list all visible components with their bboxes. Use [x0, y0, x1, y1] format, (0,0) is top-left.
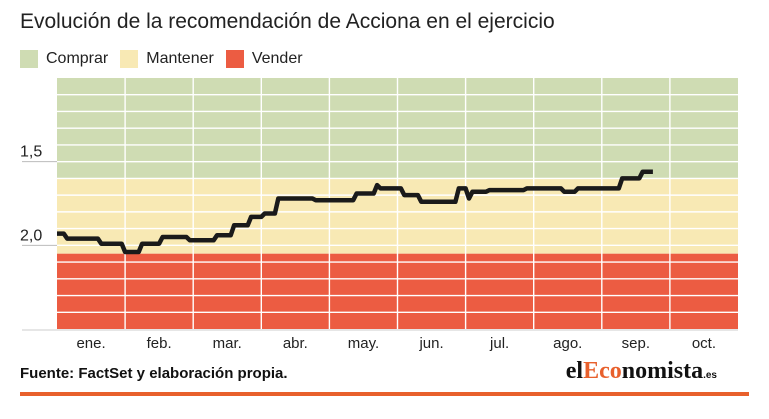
legend-label-comprar: Comprar: [46, 50, 109, 67]
legend-label-mantener: Mantener: [146, 50, 214, 67]
legend-item-comprar: Comprar: [20, 50, 108, 68]
brand-tld: .es: [703, 370, 717, 381]
bottom-accent-bar: [20, 392, 749, 396]
series-line: [57, 169, 653, 255]
legend-swatch-comprar: [20, 50, 38, 68]
legend-swatch-vender: [225, 50, 244, 68]
brand-accent: Eco: [583, 358, 622, 384]
x-tick-label: ago.: [553, 335, 582, 352]
x-tick-label: jun.: [418, 335, 443, 352]
x-tick-label: abr.: [283, 335, 308, 352]
y-tick-label: 1,5: [20, 144, 42, 161]
x-tick-label: feb.: [147, 335, 172, 352]
brand-logo: elEconomista.es: [566, 358, 717, 385]
y-tick-label: 2,0: [20, 227, 42, 244]
x-tick-label: mar.: [213, 335, 242, 352]
legend-swatch-mantener: [120, 50, 139, 68]
x-tick-label: jul.: [489, 335, 509, 352]
x-tick-label: sep.: [622, 335, 650, 352]
legend-item-mantener: Mantener: [120, 50, 214, 68]
legend-item-vender: Vender: [225, 50, 303, 68]
x-tick-label: ene.: [76, 335, 105, 352]
chart-legend: Comprar Mantener Vender: [20, 50, 315, 68]
brand-rest: nomista: [621, 358, 704, 384]
x-tick-label: may.: [348, 335, 379, 352]
legend-label-vender: Vender: [251, 50, 303, 67]
chart-title: Evolución de la recomendación de Acciona…: [20, 10, 555, 33]
x-tick-label: oct.: [692, 335, 716, 352]
brand-prefix: el: [565, 358, 584, 384]
source-note: Fuente: FactSet y elaboración propia.: [20, 365, 288, 382]
